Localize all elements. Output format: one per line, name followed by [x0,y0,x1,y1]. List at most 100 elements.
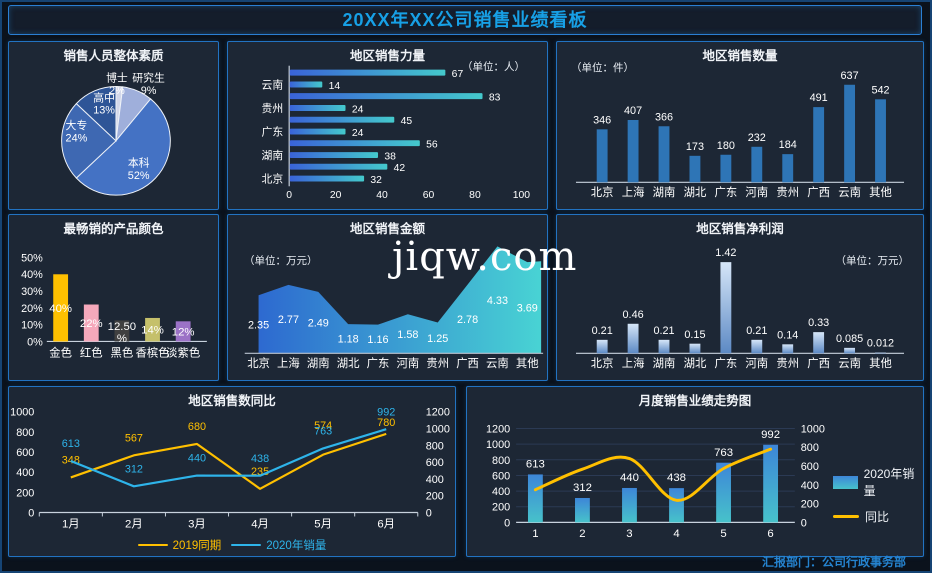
sales-force-hbar-chart: 0 20 40 60 80 100 67 14 云南 83 24 贵州 45 24 广东 56 38 湖南 42 32… [262,65,531,201]
svg-text:567: 567 [125,433,143,445]
svg-text:542: 542 [871,84,889,96]
legend-label-line: 同比 [865,510,890,524]
legend-swatch-line [833,515,859,518]
svg-text:200: 200 [426,491,444,503]
svg-text:湖南: 湖南 [653,185,676,199]
svg-text:广东: 广东 [262,125,284,138]
svg-text:200: 200 [801,499,819,511]
svg-text:763: 763 [714,447,733,459]
legend-line-2020 [231,543,262,547]
svg-text:湖北: 湖北 [684,356,707,370]
svg-text:200: 200 [492,502,510,514]
unit-label-wan-left: （单位：万元） [244,255,318,267]
svg-text:0: 0 [28,507,34,519]
sales-qty-bar-chart: 346 北京 407 上海 366 湖南 173 湖北 180 广东 232 河南 184 贵州 491 广西… [575,70,905,199]
svg-text:3: 3 [626,528,632,540]
svg-text:1200: 1200 [426,407,450,419]
svg-text:613: 613 [526,459,545,471]
svg-text:1200: 1200 [486,423,510,435]
svg-text:湖南: 湖南 [653,356,676,370]
svg-text:0.14: 0.14 [777,329,798,341]
svg-text:12.50: 12.50 [108,321,136,333]
svg-text:河南: 河南 [745,185,768,199]
dashboard-header: 20XX年XX公司销售业绩看板 [8,5,922,35]
chart-title-sales-force: 地区销售力量 [349,49,425,63]
svg-text:400: 400 [801,480,819,492]
report-department-footer: 汇报部门：公司行政事务部 [761,555,906,569]
svg-text:22%: 22% [80,318,103,330]
svg-text:800: 800 [426,440,444,452]
chart-title-monthly-trend: 月度销售业绩走势图 [638,394,752,408]
svg-text:0.085: 0.085 [836,333,863,345]
svg-text:贵州: 贵州 [776,186,799,199]
svg-text:100: 100 [513,190,531,201]
unit-label-pieces: （单位：件） [571,62,634,74]
svg-text:42: 42 [394,163,406,174]
svg-text:1: 1 [532,528,538,540]
unit-label-wan-right: （单位：万元） [835,255,910,267]
svg-text:0: 0 [286,190,292,201]
svg-text:河南: 河南 [745,356,768,370]
chart-title-sales-qty: 地区销售数量 [702,49,778,63]
svg-text:400: 400 [426,474,444,486]
svg-text:1月: 1月 [62,518,80,530]
svg-text:40: 40 [376,190,388,201]
legend-line-2019 [137,543,168,547]
svg-text:金色: 金色 [49,345,72,359]
svg-text:312: 312 [573,482,592,494]
svg-text:其他: 其他 [869,357,892,370]
svg-text:北京: 北京 [262,172,284,186]
unit-label-persons: （单位：人） [462,61,525,73]
svg-text:6月: 6月 [377,518,395,530]
svg-text:%: % [117,333,127,345]
svg-text:180: 180 [717,140,735,152]
svg-text:1.18: 1.18 [338,334,359,346]
svg-text:3月: 3月 [188,518,206,530]
panel-monthly-trend: 月度销售业绩走势图 0 200 400 600 800 1000 1200 0 200 400 60… [466,386,924,557]
svg-text:0: 0 [801,517,807,529]
svg-text:广东: 广东 [715,357,738,370]
legend-label-2019: 2019同期 [172,540,222,552]
sales-amount-area-chart: 2.35 北京 2.77 上海 2.49 湖南 1.18 湖北 1.16 广东 1.58 河南 1.25… [244,246,544,370]
svg-text:上海: 上海 [622,185,645,199]
svg-text:湖北: 湖北 [684,185,707,199]
legend-item-2020: 2020年销量 [231,537,326,553]
svg-text:淡紫色: 淡紫色 [166,345,200,359]
svg-text:200: 200 [16,487,34,499]
svg-text:780: 780 [377,417,395,429]
svg-text:1.58: 1.58 [397,329,418,341]
panel-sales-amount: 地区销售金额 （单位：万元） 2.35 北京 2.77 上海 2.49 湖南 1.18 湖北 1… [227,214,548,381]
svg-text:2月: 2月 [125,518,143,530]
svg-text:83: 83 [489,93,501,104]
svg-text:680: 680 [188,421,206,433]
svg-text:24: 24 [352,128,364,139]
svg-text:4.33: 4.33 [487,295,508,307]
svg-text:366: 366 [655,111,673,123]
svg-text:348: 348 [62,455,80,467]
svg-text:4月: 4月 [251,518,269,530]
panel-sales-force: 地区销售力量 （单位：人） 0 20 40 60 80 100 67 14 云南 83 24 贵州 45… [227,41,548,210]
legend-item-bars-2020: 2020年销量 [833,465,923,499]
svg-text:613: 613 [62,438,80,450]
svg-text:800: 800 [492,455,510,467]
legend-swatch-bars [833,475,858,489]
svg-text:本科: 本科 [128,156,150,170]
svg-text:贵州: 贵州 [776,357,799,370]
svg-text:广西: 广西 [807,186,830,199]
site-watermark: jiqw.com [392,234,578,280]
svg-text:上海: 上海 [622,356,645,370]
svg-text:高中: 高中 [93,90,115,104]
svg-text:1.25: 1.25 [427,333,448,345]
legend-item-2019: 2019同期 [137,537,222,553]
svg-text:0.012: 0.012 [867,338,894,350]
svg-text:24: 24 [352,104,364,115]
svg-text:600: 600 [801,461,819,473]
svg-text:贵州: 贵州 [426,357,449,370]
svg-text:云南: 云南 [838,185,861,199]
svg-text:湖北: 湖北 [337,356,360,370]
svg-text:黑色: 黑色 [111,345,134,359]
svg-text:400: 400 [16,467,34,479]
svg-text:河南: 河南 [396,356,419,370]
svg-text:1000: 1000 [801,423,825,435]
